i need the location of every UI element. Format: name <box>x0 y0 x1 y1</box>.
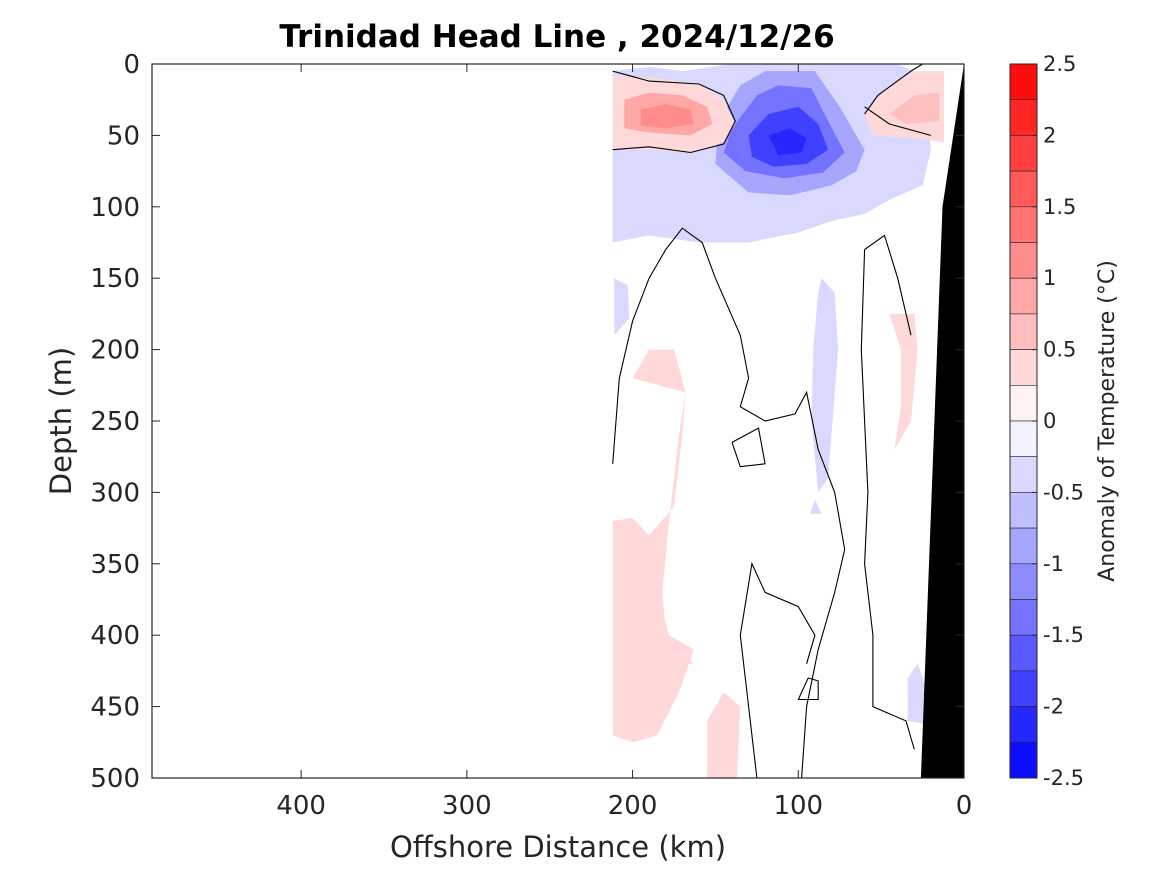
seafloor-bathymetry <box>920 64 964 778</box>
colorbar-swatch <box>1009 599 1038 636</box>
chart-title: Trinidad Head Line , 2024/12/26 <box>279 19 834 55</box>
zero-contour-warm-lens <box>612 70 736 154</box>
x-tick-label: 400 <box>276 791 326 821</box>
colorbar-swatch <box>1009 527 1038 565</box>
y-tick-label: 500 <box>90 764 140 794</box>
y-tick-label: 300 <box>90 478 140 508</box>
contour-fill-warm-2 <box>640 104 694 129</box>
colorbar-tick-label: 2 <box>1043 123 1056 147</box>
colorbar-tick-label: 1 <box>1043 266 1056 290</box>
x-axis-label: Offshore Distance (km) <box>390 830 726 864</box>
y-tick-label: 0 <box>123 50 140 80</box>
y-axis-label: Depth (m) <box>44 347 78 495</box>
zero-contour-deep <box>739 561 816 779</box>
contour-fill-cold-weak <box>809 499 822 514</box>
colorbar-swatch <box>1009 670 1038 707</box>
colorbar-tick-label: -2.5 <box>1043 766 1084 790</box>
contour-fill-warm-deep-c <box>707 692 741 778</box>
contour-fill-cold-weak <box>614 278 630 336</box>
contour-fill-warm-coastal-core <box>889 92 940 124</box>
contour-fill-warm-deep-b <box>612 518 694 743</box>
colorbar-swatch <box>1009 206 1038 243</box>
contour-fill-cold-weak <box>811 278 839 493</box>
colorbar-swatch <box>1009 420 1038 458</box>
zero-contour-eddy-b <box>797 677 819 701</box>
contour-fill-cold-weak <box>907 663 928 724</box>
y-tick-label: 150 <box>90 264 140 294</box>
colorbar-swatch <box>1009 563 1038 600</box>
x-tick-label: 200 <box>608 791 658 821</box>
colorbar-swatch <box>1009 170 1038 208</box>
colorbar-tick-label: 1.5 <box>1043 195 1076 219</box>
y-tick-label: 400 <box>90 621 140 651</box>
x-tick-label: 300 <box>442 791 492 821</box>
y-axis-ticks: 0 50 100 150 200 250 300 350 400 450 500 <box>90 50 964 794</box>
colorbar-ticks: 2.5 2 1.5 1 0.5 0 -0.5 -1 -1.5 -2 -2.5 <box>1032 52 1084 790</box>
colorbar-swatch <box>1009 349 1038 386</box>
anomaly-fills <box>612 64 945 778</box>
colorbar-swatch <box>1009 313 1038 350</box>
x-tick-label: 100 <box>773 791 823 821</box>
contour-fill-cold-4 <box>768 128 807 156</box>
contour-fill-warm-deep-d <box>889 313 918 450</box>
plot-area: 400 300 200 100 0 0 50 100 150 200 250 300 350 400 45… <box>90 50 972 821</box>
colorbar-tick-label: 0.5 <box>1043 338 1076 362</box>
colorbar-swatch <box>1009 492 1038 529</box>
colorbar-swatch <box>1009 242 1038 279</box>
colorbar-swatch <box>1009 277 1038 315</box>
colorbar: 2.5 2 1.5 1 0.5 0 -0.5 -1 -1.5 -2 -2.5 Anomaly of … <box>1009 52 1120 790</box>
colorbar-tick-label: -1 <box>1043 552 1064 576</box>
x-tick-label: 0 <box>956 791 973 821</box>
colorbar-tick-label: 2.5 <box>1043 52 1076 76</box>
colorbar-tick-label: -2 <box>1043 695 1064 719</box>
zero-contour-eddy-a <box>731 427 766 468</box>
zero-contour-lines <box>612 63 932 779</box>
zero-contour-nearshore <box>860 234 915 750</box>
y-tick-label: 200 <box>90 336 140 366</box>
colorbar-swatch <box>1009 741 1038 779</box>
colorbar-tick-label: 0 <box>1043 409 1056 433</box>
y-tick-label: 450 <box>90 693 140 723</box>
zero-contour-coastal-b <box>864 106 932 136</box>
colorbar-swatch <box>1009 634 1038 672</box>
y-tick-label: 350 <box>90 550 140 580</box>
x-axis-ticks: 400 300 200 100 0 <box>276 64 972 821</box>
zero-contour-coastal-a <box>864 63 923 115</box>
colorbar-label: Anomaly of Temperature (°C) <box>1095 260 1120 582</box>
colorbar-swatch <box>1009 706 1038 743</box>
colorbar-tick-label: -0.5 <box>1043 480 1084 504</box>
y-tick-label: 100 <box>90 193 140 223</box>
y-tick-label: 250 <box>90 407 140 437</box>
zero-contour-offshore <box>612 227 846 779</box>
y-tick-label: 50 <box>107 121 140 151</box>
colorbar-swatch <box>1009 135 1038 172</box>
colorbar-swatch <box>1009 99 1038 136</box>
colorbar-tick-label: -1.5 <box>1043 623 1084 647</box>
colorbar-swatch <box>1009 384 1038 422</box>
colorbar-swatch <box>1009 456 1038 493</box>
colorbar-swatch <box>1009 63 1038 101</box>
